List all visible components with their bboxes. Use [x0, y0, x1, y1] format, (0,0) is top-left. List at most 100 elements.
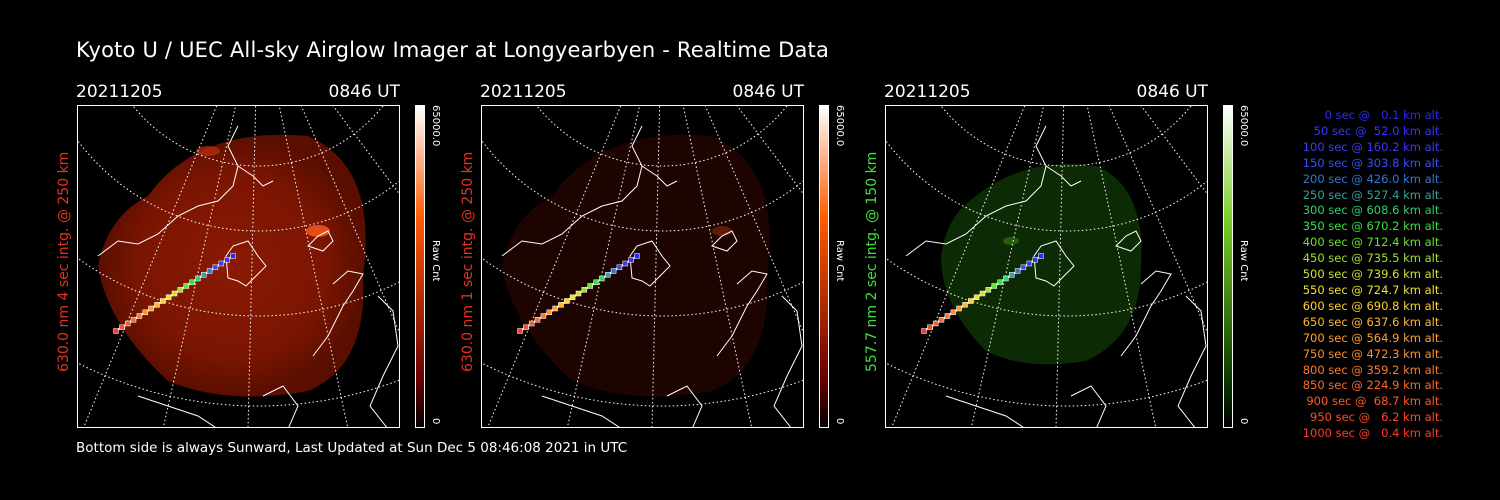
trajectory-point	[1014, 268, 1021, 274]
legend-row: 200 sec @ 426.0 km alt.	[1302, 171, 1443, 186]
trajectory-point	[212, 264, 219, 271]
trajectory-point	[593, 279, 599, 286]
trajectory-point	[119, 324, 125, 331]
trajectory-point	[517, 328, 523, 334]
trajectory-point	[921, 328, 927, 334]
panel-2-trajectory	[517, 253, 640, 334]
panel-2-colorbar-max: 65000.0	[834, 105, 845, 147]
trajectory-point	[616, 264, 623, 271]
legend-row: 300 sec @ 608.6 km alt.	[1302, 203, 1443, 218]
legend-row: 650 sec @ 637.6 km alt.	[1302, 314, 1443, 329]
panel-1-side-label: 630.0 nm 4 sec intg. @ 250 km	[56, 151, 72, 372]
page-title: Kyoto U / UEC All-sky Airglow Imager at …	[76, 38, 830, 62]
trajectory-point	[552, 305, 558, 312]
legend-row: 400 sec @ 712.4 km alt.	[1302, 235, 1443, 250]
trajectory-point	[1003, 275, 1009, 282]
legend-row: 800 sec @ 359.2 km alt.	[1302, 362, 1443, 377]
trajectory-point	[605, 272, 611, 278]
panel-1-trajectory	[113, 253, 236, 334]
trajectory-point	[938, 317, 945, 323]
trajectory-point	[610, 268, 617, 274]
trajectory-point	[973, 294, 980, 301]
trajectory-point	[962, 302, 968, 308]
trajectory-point	[171, 290, 178, 297]
trajectory-legend: 0 sec @ 0.1 km alt. 50 sec @ 52.0 km alt.…	[1240, 108, 1443, 442]
trajectory-point	[154, 302, 160, 308]
panel-2-colorbar-unit: Raw Cnt	[834, 240, 845, 282]
panel-2-colorbar	[819, 105, 829, 428]
legend-row: 600 sec @ 690.8 km alt.	[1302, 298, 1443, 313]
trajectory-point	[932, 320, 939, 327]
panel-3-date: 20211205	[884, 82, 971, 102]
legend-row: 250 sec @ 527.4 km alt.	[1302, 187, 1443, 202]
trajectory-point	[985, 287, 992, 293]
legend-row: 350 sec @ 670.2 km alt.	[1302, 219, 1443, 234]
panel-3-trajectory	[921, 253, 1044, 334]
panel-1-colorbar-unit: Raw Cnt	[430, 240, 441, 282]
legend-row: 0 sec @ 0.1 km alt.	[1324, 108, 1443, 122]
panel-3-time: 0846 UT	[1136, 82, 1209, 102]
trajectory-point	[968, 298, 974, 304]
trajectory-point	[1009, 272, 1015, 278]
trajectory-point	[136, 313, 143, 319]
panel-1-colorbar	[415, 105, 425, 428]
trajectory-point	[224, 257, 230, 263]
panel-1-colorbar-max: 65000.0	[430, 105, 441, 147]
trajectory-point	[523, 324, 529, 331]
trajectory-point	[1020, 264, 1027, 271]
panel-2-date: 20211205	[480, 82, 567, 102]
trajectory-point	[997, 279, 1003, 286]
panel-1-map-graphic	[78, 106, 399, 427]
trajectory-point	[1026, 260, 1033, 267]
trajectory-point	[546, 309, 553, 316]
trajectory-point	[558, 302, 564, 308]
panel-3-map-graphic	[886, 106, 1207, 427]
trajectory-point	[622, 260, 629, 267]
legend-row: 150 sec @ 303.8 km alt.	[1302, 155, 1443, 170]
trajectory-point	[230, 253, 236, 259]
panel-2-time: 0846 UT	[732, 82, 805, 102]
trajectory-point	[540, 313, 547, 319]
panel-2-side-label: 630.0 nm 1 sec intg. @ 250 km	[460, 151, 476, 372]
legend-row: 950 sec @ 6.2 km alt.	[1310, 410, 1443, 425]
trajectory-point	[528, 320, 535, 327]
panel-2-map-graphic	[482, 106, 803, 427]
trajectory-point	[587, 283, 593, 289]
legend-row: 900 sec @ 68.7 km alt.	[1306, 394, 1443, 409]
trajectory-point	[183, 283, 189, 289]
panel-3-colorbar	[1223, 105, 1233, 428]
legend-row: 750 sec @ 472.3 km alt.	[1302, 346, 1443, 361]
trajectory-point	[944, 313, 951, 319]
legend-row: 50 sec @ 52.0 km alt.	[1313, 123, 1443, 138]
trajectory-point	[575, 290, 582, 297]
trajectory-point	[991, 283, 997, 289]
footer-status: Bottom side is always Sunward, Last Upda…	[76, 440, 628, 456]
trajectory-point	[1032, 257, 1038, 263]
trajectory-point	[950, 309, 957, 316]
trajectory-point	[189, 279, 195, 286]
trajectory-point	[628, 257, 634, 263]
trajectory-point	[534, 317, 541, 323]
trajectory-point	[564, 298, 570, 304]
trajectory-point	[195, 275, 201, 282]
trajectory-point	[569, 294, 576, 301]
trajectory-point	[218, 260, 225, 267]
legend-row: 450 sec @ 735.5 km alt.	[1302, 251, 1443, 266]
legend-row: 850 sec @ 224.9 km alt.	[1302, 378, 1443, 393]
trajectory-point	[130, 317, 137, 323]
trajectory-point	[177, 287, 184, 293]
trajectory-point	[581, 287, 588, 293]
trajectory-point	[160, 298, 166, 304]
trajectory-point	[634, 253, 640, 259]
legend-row: 100 sec @ 160.2 km alt.	[1302, 139, 1443, 154]
trajectory-point	[124, 320, 131, 327]
trajectory-point	[148, 305, 154, 312]
trajectory-point	[206, 268, 213, 274]
trajectory-point	[165, 294, 172, 301]
panel-3-map	[885, 105, 1208, 428]
trajectory-point	[599, 275, 605, 282]
panel-1-colorbar-min: 0	[430, 418, 441, 425]
trajectory-point	[956, 305, 962, 312]
panel-1-time: 0846 UT	[328, 82, 401, 102]
trajectory-point	[1038, 253, 1044, 259]
